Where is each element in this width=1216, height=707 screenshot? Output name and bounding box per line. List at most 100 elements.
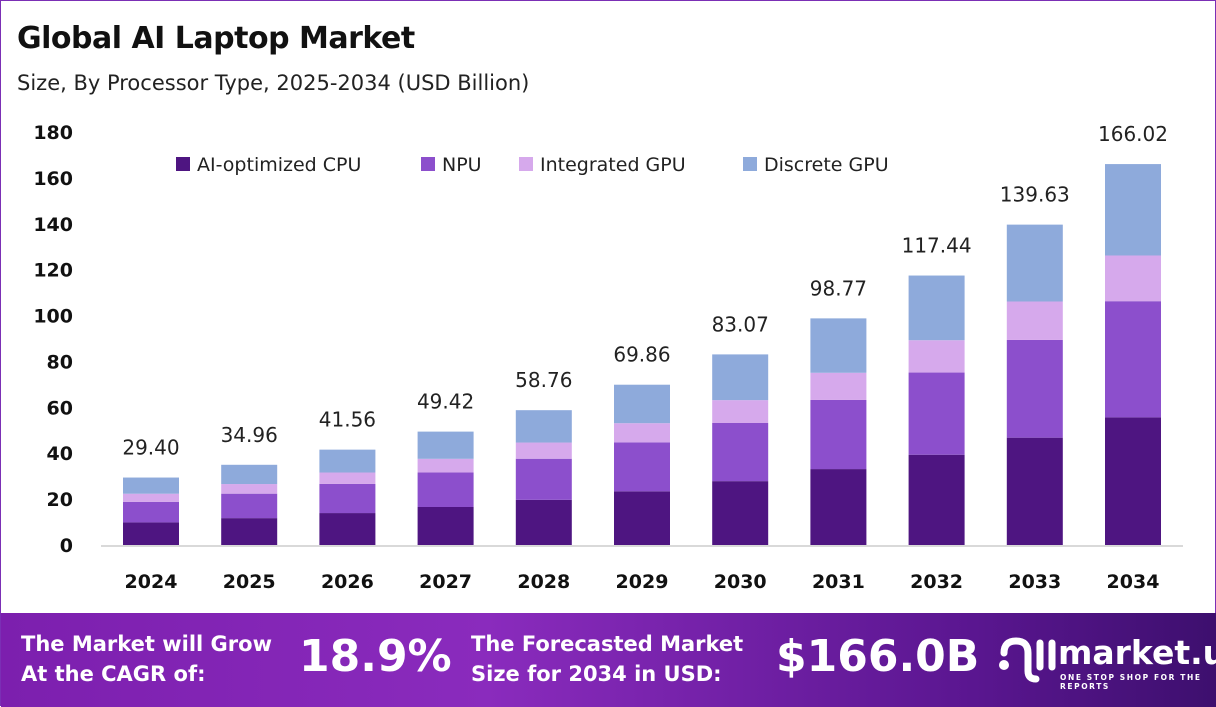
data-label-total: 29.40 [122, 436, 179, 460]
legend-swatch [176, 157, 190, 171]
bar-segment-discrete-gpu [515, 410, 572, 443]
x-tick-label: 2031 [812, 571, 865, 593]
bar-segment-ai-optimized-cpu [614, 491, 670, 545]
cagr-label: The Market will Grow At the CAGR of: [21, 629, 272, 689]
x-tick-label: 2034 [1107, 571, 1160, 593]
y-tick-label: 140 [33, 214, 73, 236]
legend-swatch [743, 157, 757, 171]
bar-segment-npu [319, 483, 376, 514]
logo-tagline: ONE STOP SHOP FOR THE REPORTS [1060, 673, 1202, 691]
y-tick-label: 20 [47, 489, 73, 511]
x-tick-label: 2032 [910, 571, 963, 593]
bar-segment-discrete-gpu [221, 464, 278, 485]
bar-segment-discrete-gpu [319, 449, 376, 473]
data-label-total: 58.76 [515, 368, 572, 392]
bar-segment-ai-optimized-cpu [908, 454, 965, 545]
bar-segment-npu [221, 493, 278, 519]
bar-segment-integrated-gpu [319, 472, 376, 484]
y-tick-label: 120 [33, 260, 73, 282]
chart-subtitle: Size, By Processor Type, 2025-2034 (USD … [17, 71, 530, 95]
x-tick-label: 2025 [223, 571, 276, 593]
footer-banner: The Market will Grow At the CAGR of: 18.… [1, 613, 1216, 707]
bar-segment-npu [614, 442, 670, 492]
bar-segment-npu [908, 372, 965, 455]
bar-segment-discrete-gpu [908, 275, 965, 341]
x-tick-label: 2028 [517, 571, 570, 593]
y-tick-label: 40 [47, 443, 73, 465]
bar-segment-npu [515, 458, 572, 500]
x-tick-label: 2030 [714, 571, 767, 593]
bar-segment-npu [417, 472, 474, 508]
bar-segment-npu [810, 399, 867, 470]
bar-segment-integrated-gpu [221, 484, 278, 494]
y-tick-label: 60 [47, 397, 73, 419]
bar-segment-ai-optimized-cpu [810, 469, 867, 545]
bar-segment-discrete-gpu [1105, 164, 1161, 256]
x-tick-label: 2027 [419, 571, 472, 593]
x-tick-label: 2029 [616, 571, 669, 593]
bar-segment-ai-optimized-cpu [123, 522, 179, 545]
legend-entry: AI-optimized CPU [197, 154, 361, 176]
cagr-value: 18.9% [299, 631, 452, 682]
data-label-total: 139.63 [1000, 183, 1070, 207]
bar-segment-discrete-gpu [417, 431, 474, 459]
bar-segment-integrated-gpu [1006, 301, 1063, 340]
legend-entry: Discrete GPU [764, 154, 889, 176]
bar-segment-ai-optimized-cpu [712, 481, 769, 545]
logo-mark-icon [999, 637, 1056, 683]
bar-segment-ai-optimized-cpu [319, 513, 376, 545]
bar-segment-integrated-gpu [1105, 255, 1161, 302]
bar-segment-npu [1006, 339, 1063, 438]
stacked-bar-chart: 0 20 40 60 80 100 120 140 160 180 29.40 2024 34.96 20… [33, 122, 1183, 593]
forecast-value: $166.0B [776, 631, 980, 682]
market-us-logo: market.us ONE STOP SHOP FOR THE REPORTS [996, 633, 1216, 693]
bar-segment-discrete-gpu [810, 318, 867, 373]
bar-segment-npu [712, 423, 769, 482]
data-label-total: 49.42 [417, 390, 474, 414]
bar-segment-npu [123, 501, 179, 523]
legend-swatch [421, 157, 435, 171]
forecast-label-line1: The Forecasted Market [471, 632, 744, 656]
bar-segment-discrete-gpu [1006, 224, 1063, 302]
chart-title: Global AI Laptop Market [17, 21, 415, 56]
legend-entry: Integrated GPU [540, 154, 686, 176]
y-tick-label: 160 [33, 168, 73, 190]
bar-segment-discrete-gpu [614, 384, 670, 424]
bar-segment-ai-optimized-cpu [1006, 437, 1063, 545]
bar-segment-integrated-gpu [810, 372, 867, 400]
forecast-label: The Forecasted Market Size for 2034 in U… [471, 629, 743, 689]
data-label-total: 98.77 [810, 276, 867, 300]
y-tick-label: 80 [47, 351, 73, 373]
data-label-total: 69.86 [613, 343, 670, 367]
bar-segment-ai-optimized-cpu [515, 499, 572, 545]
bar-segment-integrated-gpu [614, 423, 670, 443]
bar-segment-integrated-gpu [712, 400, 769, 424]
bar-segment-integrated-gpu [417, 458, 474, 473]
x-tick-label: 2026 [321, 571, 374, 593]
y-tick-label: 100 [33, 306, 73, 328]
x-tick-label: 2024 [125, 571, 178, 593]
bar-segment-discrete-gpu [123, 477, 179, 494]
logo-name: market.us [1058, 633, 1216, 672]
legend-swatch [519, 157, 533, 171]
bar-segment-integrated-gpu [123, 493, 179, 502]
x-tick-label: 2033 [1008, 571, 1061, 593]
data-label-total: 34.96 [221, 423, 278, 447]
data-label-total: 166.02 [1098, 122, 1168, 146]
bar-segment-ai-optimized-cpu [221, 518, 278, 545]
data-label-total: 83.07 [712, 312, 769, 336]
bar-segment-integrated-gpu [515, 442, 572, 459]
bar-segment-npu [1105, 301, 1161, 418]
legend-entry: NPU [442, 154, 482, 176]
data-label-total: 41.56 [319, 408, 376, 432]
bar-segment-ai-optimized-cpu [1105, 417, 1161, 545]
y-tick-label: 0 [60, 535, 73, 557]
cagr-label-line1: The Market will Grow [21, 632, 272, 656]
cagr-label-line2: At the CAGR of: [21, 662, 206, 686]
bar-segment-discrete-gpu [712, 354, 769, 401]
data-label-total: 117.44 [902, 234, 972, 258]
forecast-label-line2: Size for 2034 in USD: [471, 662, 722, 686]
bar-segment-ai-optimized-cpu [417, 507, 474, 545]
y-tick-label: 180 [33, 122, 73, 144]
bar-segment-integrated-gpu [908, 340, 965, 373]
